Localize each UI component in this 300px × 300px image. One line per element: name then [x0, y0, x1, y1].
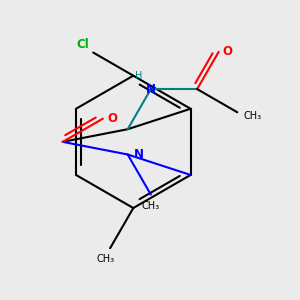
Text: CH₃: CH₃	[142, 201, 160, 211]
Text: H: H	[135, 71, 142, 81]
Text: N: N	[146, 82, 156, 96]
Text: Cl: Cl	[76, 38, 89, 51]
Text: O: O	[223, 45, 233, 58]
Text: N: N	[134, 148, 144, 161]
Text: CH₃: CH₃	[97, 254, 115, 264]
Text: O: O	[107, 112, 117, 125]
Text: CH₃: CH₃	[244, 111, 262, 121]
